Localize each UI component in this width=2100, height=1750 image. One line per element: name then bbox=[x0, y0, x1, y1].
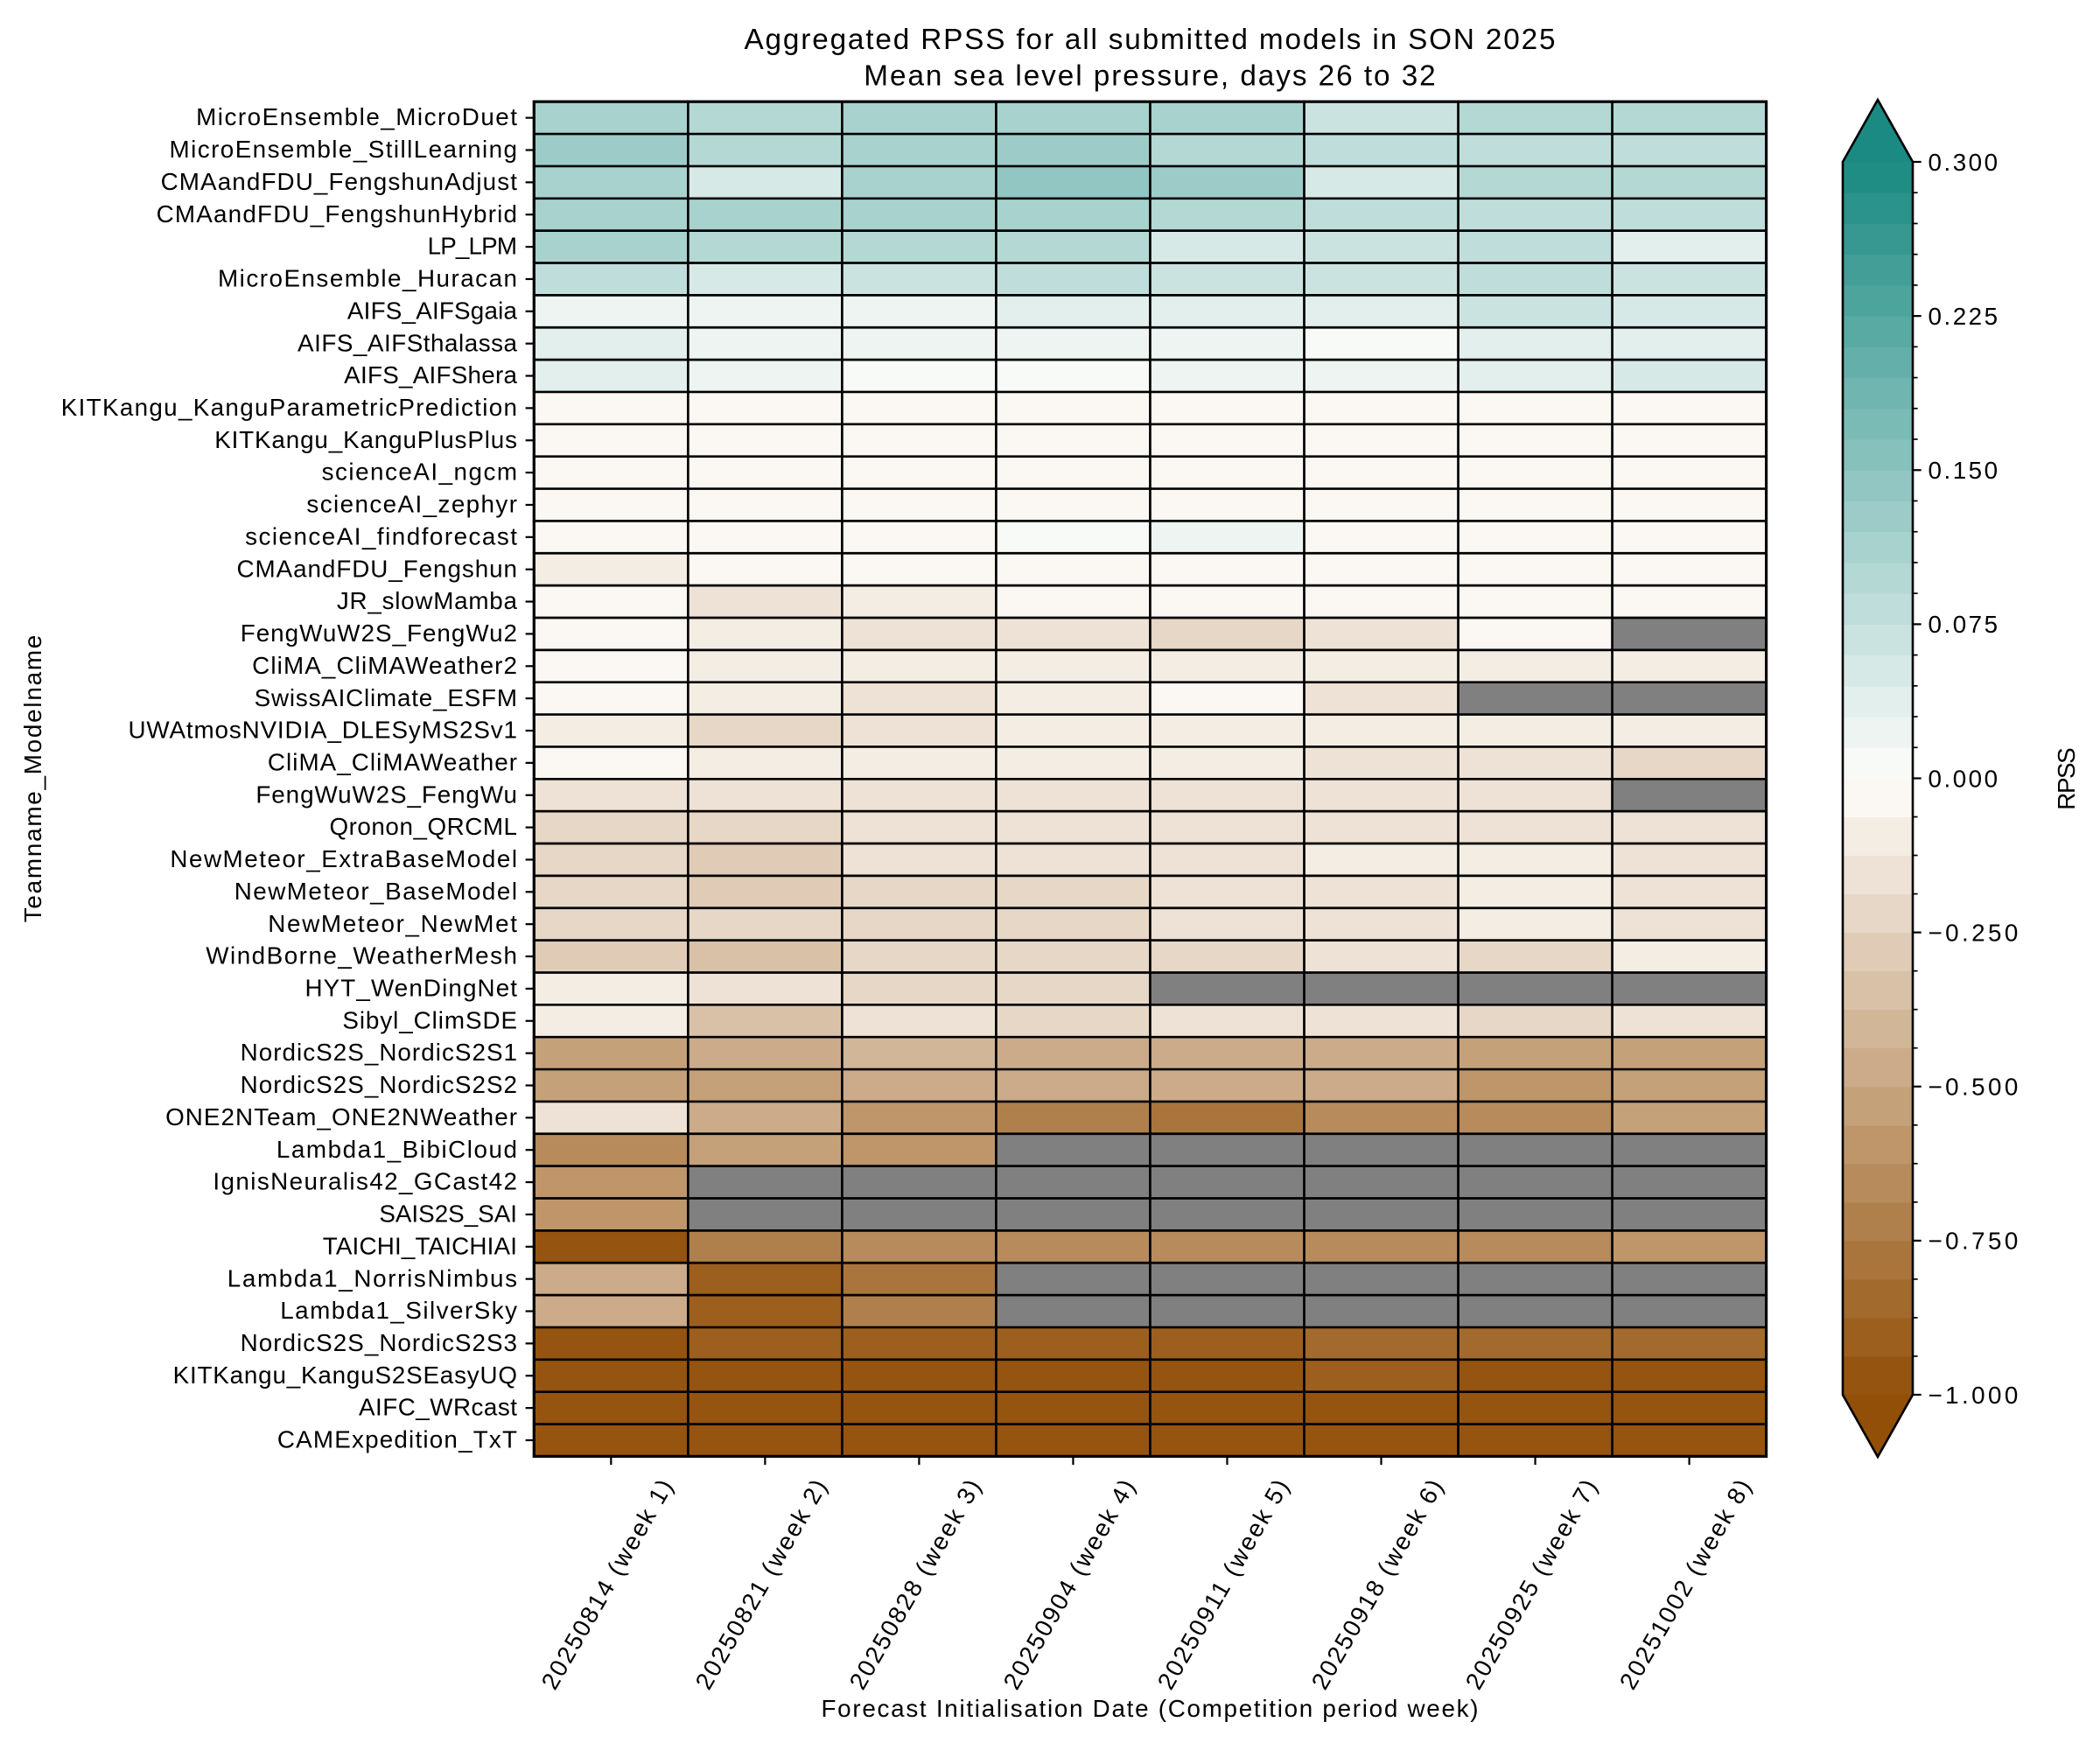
svg-text:Aggregated RPSS for all submit: Aggregated RPSS for all submitted models… bbox=[744, 24, 1555, 56]
svg-text:WindBorne_WeatherMesh: WindBorne_WeatherMesh bbox=[206, 942, 517, 970]
svg-text:NewMeteor_BaseModel: NewMeteor_BaseModel bbox=[234, 878, 517, 905]
svg-text:CAMExpedition_TxT: CAMExpedition_TxT bbox=[277, 1426, 517, 1453]
svg-text:scienceAI_zephyr: scienceAI_zephyr bbox=[306, 491, 517, 518]
svg-text:TAICHI_TAICHIAI: TAICHI_TAICHIAI bbox=[323, 1232, 517, 1259]
svg-text:KITKangu_KanguParametricPredic: KITKangu_KanguParametricPrediction bbox=[61, 394, 517, 421]
svg-text:SAIS2S_SAI: SAIS2S_SAI bbox=[379, 1200, 517, 1228]
svg-text:HYT_WenDingNet: HYT_WenDingNet bbox=[304, 975, 517, 1002]
svg-text:AIFS_AIFSgaia: AIFS_AIFSgaia bbox=[347, 297, 518, 324]
svg-text:0.000: 0.000 bbox=[1928, 765, 1998, 792]
svg-text:FengWuW2S_FengWu: FengWuW2S_FengWu bbox=[256, 780, 517, 808]
svg-text:−0.750: −0.750 bbox=[1928, 1228, 2019, 1255]
svg-text:AIFS_AIFShera: AIFS_AIFShera bbox=[344, 361, 517, 388]
svg-text:NordicS2S_NordicS2S2: NordicS2S_NordicS2S2 bbox=[241, 1071, 517, 1098]
svg-text:KITKangu_KanguS2SEasyUQ: KITKangu_KanguS2SEasyUQ bbox=[173, 1362, 517, 1389]
svg-text:CMAandFDU_FengshunHybrid: CMAandFDU_FengshunHybrid bbox=[157, 200, 517, 228]
svg-text:CMAandFDU_FengshunAdjust: CMAandFDU_FengshunAdjust bbox=[161, 168, 518, 195]
svg-text:Mean sea level pressure, days: Mean sea level pressure, days 26 to 32 bbox=[864, 60, 1435, 93]
svg-text:Teamname_Modelname: Teamname_Modelname bbox=[19, 635, 46, 923]
svg-text:MicroEnsemble_StillLearning: MicroEnsemble_StillLearning bbox=[170, 136, 517, 163]
svg-text:CMAandFDU_Fengshun: CMAandFDU_Fengshun bbox=[236, 555, 517, 582]
svg-text:ONE2NTeam_ONE2NWeather: ONE2NTeam_ONE2NWeather bbox=[165, 1103, 517, 1130]
svg-text:NordicS2S_NordicS2S3: NordicS2S_NordicS2S3 bbox=[241, 1329, 517, 1356]
svg-text:FengWuW2S_FengWu2: FengWuW2S_FengWu2 bbox=[241, 620, 517, 647]
svg-text:KITKangu_KanguPlusPlus: KITKangu_KanguPlusPlus bbox=[214, 426, 517, 453]
svg-text:LP_LPM: LP_LPM bbox=[428, 233, 517, 260]
svg-text:RPSS: RPSS bbox=[2053, 747, 2080, 809]
svg-text:CliMA_CliMAWeather: CliMA_CliMAWeather bbox=[268, 748, 517, 775]
svg-text:NordicS2S_NordicS2S1: NordicS2S_NordicS2S1 bbox=[241, 1039, 517, 1066]
svg-text:0.300: 0.300 bbox=[1928, 149, 1998, 176]
svg-text:MicroEnsemble_MicroDuet: MicroEnsemble_MicroDuet bbox=[196, 103, 517, 130]
svg-text:CliMA_CliMAWeather2: CliMA_CliMAWeather2 bbox=[252, 652, 517, 679]
svg-text:NewMeteor_NewMet: NewMeteor_NewMet bbox=[268, 910, 517, 937]
svg-text:IgnisNeuralis42_GCast42: IgnisNeuralis42_GCast42 bbox=[213, 1168, 517, 1195]
svg-text:AIFS_AIFSthalassa: AIFS_AIFSthalassa bbox=[298, 329, 517, 356]
svg-text:0.150: 0.150 bbox=[1928, 457, 1998, 484]
svg-text:scienceAI_findforecast: scienceAI_findforecast bbox=[245, 522, 517, 550]
svg-text:AIFC_WRcast: AIFC_WRcast bbox=[359, 1394, 517, 1421]
svg-text:NewMeteor_ExtraBaseModel: NewMeteor_ExtraBaseModel bbox=[170, 845, 517, 872]
svg-text:UWAtmosNVIDIA_DLESyMS2Sv1: UWAtmosNVIDIA_DLESyMS2Sv1 bbox=[128, 717, 517, 744]
svg-text:Lambda1_BibiCloud: Lambda1_BibiCloud bbox=[276, 1136, 517, 1163]
svg-text:Forecast Initialisation Date (: Forecast Initialisation Date (Competitio… bbox=[821, 1695, 1478, 1722]
svg-text:Qronon_QRCML: Qronon_QRCML bbox=[329, 813, 517, 840]
svg-text:0.225: 0.225 bbox=[1928, 303, 1998, 330]
svg-text:−0.500: −0.500 bbox=[1928, 1074, 2019, 1101]
svg-text:SwissAIClimate_ESFM: SwissAIClimate_ESFM bbox=[255, 684, 517, 711]
svg-text:−0.250: −0.250 bbox=[1928, 919, 2019, 946]
svg-text:Lambda1_NorrisNimbus: Lambda1_NorrisNimbus bbox=[228, 1264, 517, 1292]
svg-text:0.075: 0.075 bbox=[1928, 611, 1998, 638]
svg-text:Lambda1_SilverSky: Lambda1_SilverSky bbox=[280, 1297, 517, 1324]
svg-text:Sibyl_ClimSDE: Sibyl_ClimSDE bbox=[342, 1006, 517, 1033]
svg-text:−1.000: −1.000 bbox=[1928, 1382, 2019, 1409]
svg-text:scienceAI_ngcm: scienceAI_ngcm bbox=[322, 458, 517, 486]
svg-text:JR_slowMamba: JR_slowMamba bbox=[337, 587, 518, 614]
svg-text:MicroEnsemble_Huracan: MicroEnsemble_Huracan bbox=[218, 265, 517, 292]
